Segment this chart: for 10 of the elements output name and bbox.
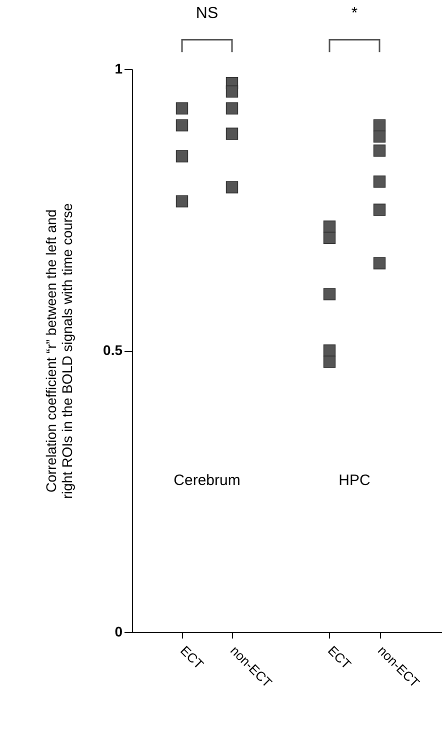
x-tick-label: ECT	[178, 642, 207, 672]
y-tick-label: 1	[114, 60, 123, 76]
y-tick-label: 0	[114, 624, 123, 640]
y-axis-title: Correlation coefficient “r” between the left and right ROIs in the BOLD signals with time course	[43, 202, 76, 499]
y-tick-label: 0.5	[103, 342, 123, 358]
text: *	[351, 5, 358, 22]
text: NS	[196, 5, 218, 22]
x-tick-label: ECT	[325, 642, 354, 672]
annotation: Cerebrum	[174, 472, 240, 489]
annotation: HPC	[338, 472, 370, 489]
